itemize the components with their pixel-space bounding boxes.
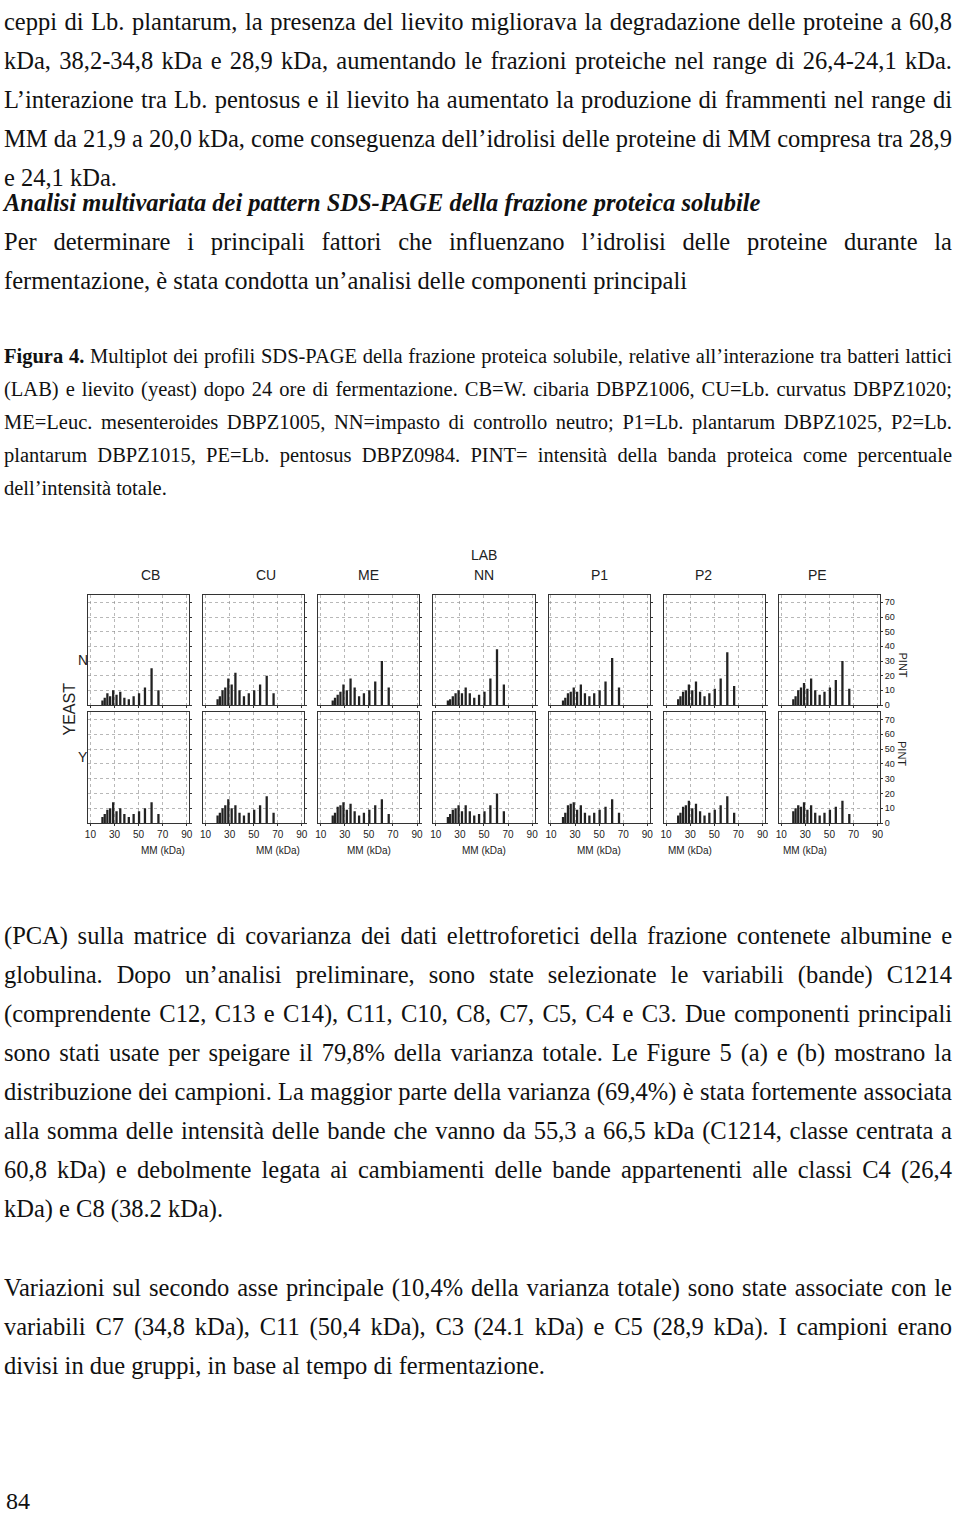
svg-text:70: 70	[272, 829, 284, 840]
svg-text:30: 30	[800, 829, 812, 840]
svg-text:50: 50	[885, 744, 895, 754]
html-text:Variazioni sul secondo asse pr: Variazioni sul secondo asse principale (…	[4, 1274, 952, 1379]
svg-text:60: 60	[885, 612, 895, 622]
svg-text:60: 60	[885, 729, 895, 739]
svg-text:PINT: PINT	[896, 741, 908, 766]
svg-text:90: 90	[527, 829, 539, 840]
svg-text:50: 50	[885, 627, 895, 637]
svg-text:70: 70	[885, 715, 895, 725]
html-text:ceppi di Lb. plantarum, la pre: ceppi di Lb. plantarum, la presenza del …	[4, 8, 952, 191]
svg-text:90: 90	[757, 829, 769, 840]
svg-text:CB: CB	[141, 567, 160, 583]
svg-text:50: 50	[824, 829, 836, 840]
svg-text:90: 90	[411, 829, 423, 840]
svg-text:20: 20	[885, 671, 895, 681]
svg-text:40: 40	[885, 641, 895, 651]
svg-text:NN: NN	[474, 567, 494, 583]
svg-text:10: 10	[315, 829, 327, 840]
svg-text:50: 50	[248, 829, 260, 840]
svg-text:10: 10	[545, 829, 557, 840]
svg-text:10: 10	[85, 829, 97, 840]
svg-text:20: 20	[885, 789, 895, 799]
svg-text:10: 10	[885, 803, 895, 813]
svg-text:10: 10	[430, 829, 442, 840]
svg-text:10: 10	[661, 829, 673, 840]
html-text:84: 84	[6, 1488, 30, 1514]
svg-text:MM (kDa): MM (kDa)	[256, 845, 300, 856]
svg-text:30: 30	[569, 829, 581, 840]
svg-text:P2: P2	[695, 567, 712, 583]
svg-text:LAB: LAB	[471, 547, 497, 563]
svg-text:MM (kDa): MM (kDa)	[668, 845, 712, 856]
svg-text:30: 30	[885, 774, 895, 784]
svg-text:70: 70	[157, 829, 169, 840]
svg-text:30: 30	[109, 829, 121, 840]
svg-text:90: 90	[642, 829, 654, 840]
svg-text:90: 90	[181, 829, 193, 840]
svg-text:Y: Y	[78, 749, 88, 765]
svg-text:10: 10	[776, 829, 788, 840]
svg-text:50: 50	[709, 829, 721, 840]
html-text:Per determinare i principali f: Per determinare i principali fattori che…	[4, 228, 952, 294]
html-text:(PCA) sulla matrice di covaria: (PCA) sulla matrice di covarianza dei da…	[4, 922, 952, 1222]
svg-text:50: 50	[478, 829, 490, 840]
html-text:Figura 4. Multiplot dei profil: Figura 4. Multiplot dei profili SDS-PAGE…	[4, 345, 952, 499]
svg-text:30: 30	[339, 829, 351, 840]
svg-text:0: 0	[885, 700, 890, 710]
svg-text:70: 70	[387, 829, 399, 840]
svg-text:30: 30	[224, 829, 236, 840]
svg-text:70: 70	[885, 597, 895, 607]
svg-text:50: 50	[133, 829, 145, 840]
svg-text:30: 30	[685, 829, 697, 840]
svg-text:30: 30	[885, 656, 895, 666]
svg-text:70: 70	[618, 829, 630, 840]
svg-text:PINT: PINT	[897, 653, 909, 678]
svg-text:CU: CU	[256, 567, 276, 583]
svg-text:PE: PE	[808, 567, 827, 583]
svg-text:70: 70	[733, 829, 745, 840]
svg-text:10: 10	[200, 829, 212, 840]
svg-text:0: 0	[885, 818, 890, 828]
svg-text:40: 40	[885, 759, 895, 769]
svg-text:MM (kDa): MM (kDa)	[347, 845, 391, 856]
svg-text:MM (kDa): MM (kDa)	[141, 845, 185, 856]
svg-text:70: 70	[503, 829, 515, 840]
svg-text:MM (kDa): MM (kDa)	[783, 845, 827, 856]
html-text:Analisi multivariata dei patte: Analisi multivariata dei pattern SDS-PAG…	[4, 189, 761, 216]
svg-text:P1: P1	[591, 567, 608, 583]
svg-text:50: 50	[363, 829, 375, 840]
svg-text:30: 30	[454, 829, 466, 840]
svg-text:10: 10	[885, 685, 895, 695]
svg-text:MM (kDa): MM (kDa)	[462, 845, 506, 856]
svg-text:90: 90	[872, 829, 884, 840]
svg-text:90: 90	[296, 829, 308, 840]
svg-text:MM (kDa): MM (kDa)	[577, 845, 621, 856]
svg-text:YEAST: YEAST	[61, 683, 78, 736]
svg-text:50: 50	[594, 829, 606, 840]
svg-text:N: N	[78, 652, 88, 668]
svg-text:ME: ME	[358, 567, 379, 583]
svg-text:70: 70	[848, 829, 860, 840]
